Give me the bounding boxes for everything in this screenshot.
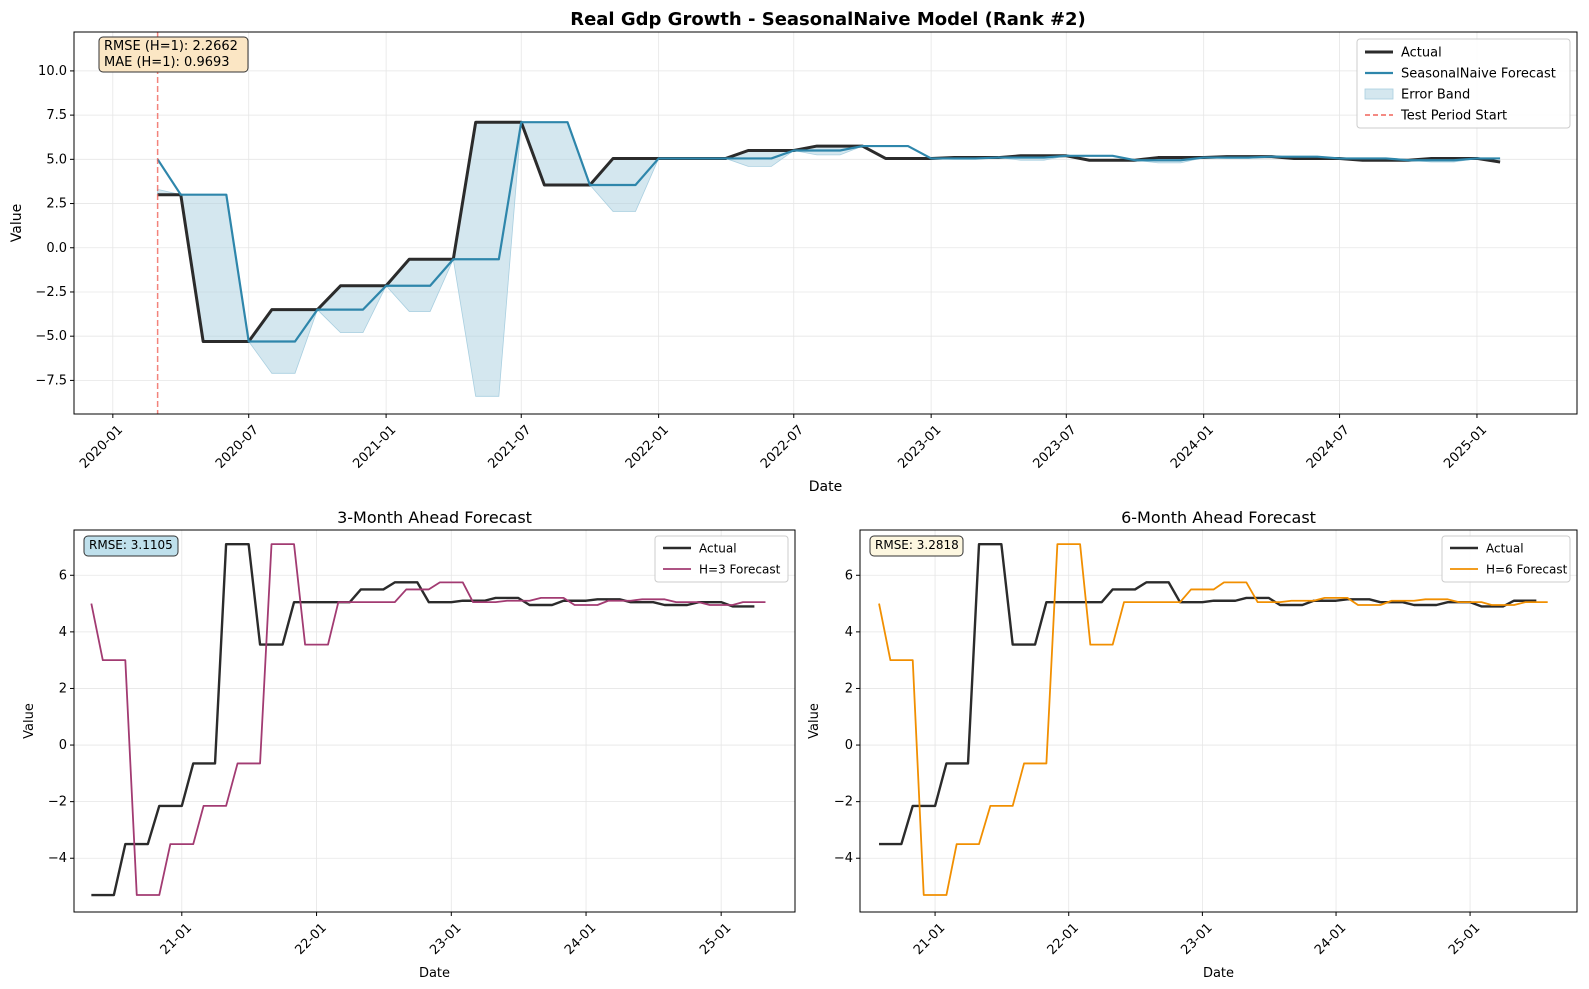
metrics-annotation-box	[83, 535, 179, 557]
figure-title: Real Gdp Growth - SeasonalNaive Model (R…	[570, 9, 1086, 30]
series-line-h-6-forecast	[878, 543, 1548, 896]
legend-swatch	[1364, 88, 1394, 100]
x-axis-label: Date	[809, 479, 842, 495]
y-tick-label: −4	[834, 851, 853, 866]
plot-area	[90, 542, 766, 897]
y-tick-label: 0	[59, 738, 67, 753]
y-tick-label: 2.5	[46, 197, 67, 212]
grid-lines	[74, 32, 1577, 414]
legend-frame	[1356, 38, 1571, 129]
y-tick-label: −2.5	[35, 285, 67, 300]
series-line-h-3-forecast	[90, 543, 766, 896]
panel-title: 6-Month Ahead Forecast	[1121, 508, 1316, 527]
panel-title: 3-Month Ahead Forecast	[337, 508, 532, 527]
series-line-actual	[91, 542, 755, 897]
legend-label: Test Period Start	[1400, 109, 1507, 124]
metrics-annotation-box	[869, 535, 964, 557]
legend: Actual H=3 Forecast	[654, 535, 789, 583]
y-tick-label: −4	[48, 851, 67, 866]
plot-area	[156, 120, 1501, 397]
legend-label: Actual	[1401, 46, 1442, 61]
metrics-annotation: RMSE: 3.1105	[83, 535, 179, 557]
y-tick-label: 0.0	[46, 241, 67, 256]
y-tick-label: −2	[834, 795, 853, 810]
legend-label: H=3 Forecast	[699, 562, 781, 576]
y-tick-label: −2	[48, 795, 67, 810]
x-axis-label: Date	[419, 966, 450, 981]
axes-frame	[859, 529, 1578, 913]
y-tick-label: −7.5	[35, 373, 67, 388]
metrics-annotation-text: MAE (H=1): 0.9693	[104, 55, 230, 70]
legend: Actual H=6 Forecast	[1441, 535, 1571, 583]
legend-label: H=6 Forecast	[1486, 562, 1568, 576]
y-tick-label: 2	[845, 681, 853, 696]
y-tick-label: 10.0	[38, 64, 67, 79]
y-tick-label: 4	[845, 625, 853, 640]
y-axis-label: Value	[9, 204, 25, 242]
y-tick-label: 6	[59, 568, 67, 583]
metrics-annotation-text: RMSE: 3.1105	[89, 538, 173, 552]
axes-frame	[73, 529, 796, 913]
y-tick-label: 4	[59, 625, 67, 640]
legend: Actual SeasonalNaive Forecast Error Band Te…	[1356, 38, 1571, 129]
legend-label: Actual	[1486, 541, 1524, 555]
legend-label: Error Band	[1401, 88, 1470, 103]
y-tick-label: 5.0	[46, 152, 67, 167]
y-axis-label: Value	[807, 703, 822, 739]
legend-label: Actual	[699, 541, 737, 555]
y-tick-label: 0	[845, 738, 853, 753]
metrics-annotation: RMSE: 3.2818	[869, 535, 964, 557]
y-axis-label: Value	[22, 703, 37, 739]
y-tick-label: −5.0	[35, 329, 67, 344]
y-tick-label: 2	[59, 681, 67, 696]
metrics-annotation-box	[98, 36, 249, 73]
series-line-actual	[879, 542, 1537, 846]
metrics-annotation-text: RMSE: 3.2818	[875, 538, 959, 552]
metrics-annotation-text: RMSE (H=1): 2.2662	[104, 39, 238, 54]
series-line-seasonalnaive-forecast	[156, 121, 1501, 343]
plot-area	[878, 542, 1548, 896]
y-tick-label: 6	[845, 568, 853, 583]
legend-label: SeasonalNaive Forecast	[1401, 67, 1556, 82]
y-tick-label: 7.5	[46, 108, 67, 123]
axes-frame	[73, 31, 1578, 415]
x-axis-label: Date	[1203, 966, 1234, 981]
